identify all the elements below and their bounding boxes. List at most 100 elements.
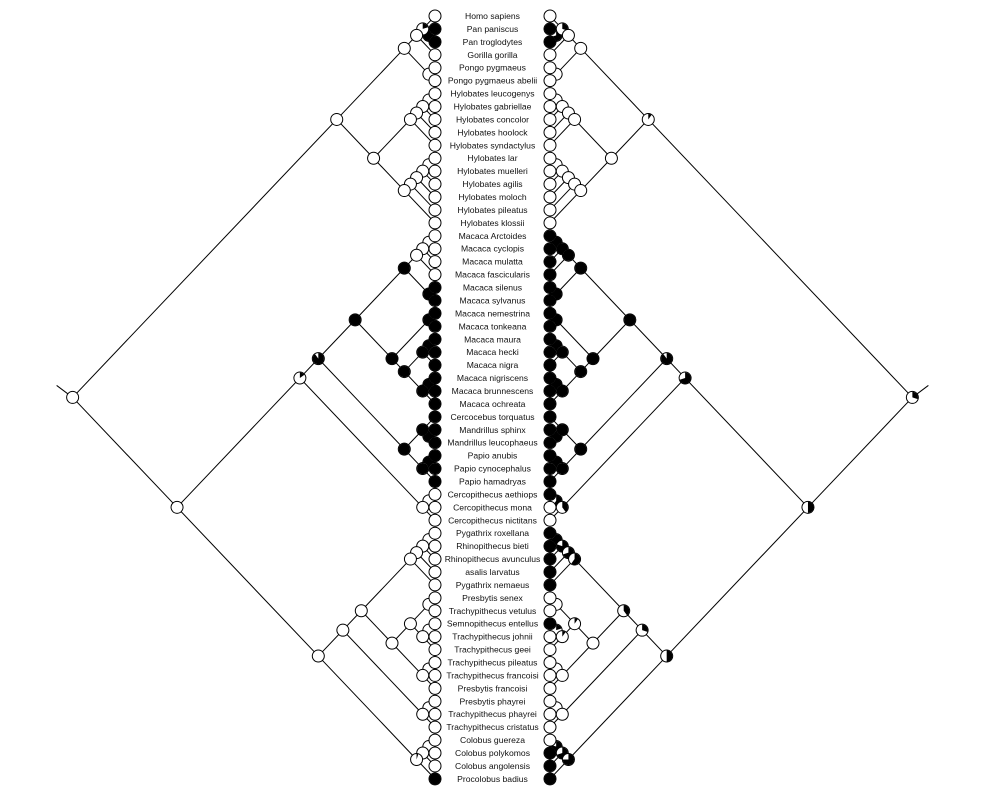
- left-tip-state: [428, 138, 442, 152]
- right-branch: [580, 267, 631, 321]
- right-tip-state: [543, 164, 557, 178]
- taxon-label: Hylobates gabriellae: [454, 102, 532, 112]
- left-tip-state: [428, 319, 442, 333]
- taxon-label: Macaca silenus: [463, 283, 522, 293]
- left-tip-state: [428, 74, 442, 88]
- left-ancestral-node: [385, 352, 399, 366]
- taxon-labels: Homo sapiens Pan paniscus Pan troglodytes G…: [445, 11, 541, 784]
- left-branch: [336, 47, 405, 120]
- right-ancestral-node: [678, 371, 692, 385]
- taxon-label: Hylobates leucogenys: [450, 89, 534, 99]
- left-tip-state: [428, 358, 442, 372]
- left-tree-branches: [56, 15, 436, 780]
- left-branch: [360, 558, 411, 612]
- right-tip-state: [543, 61, 557, 75]
- right-ancestral-node: [604, 151, 618, 165]
- right-branch: [561, 377, 686, 508]
- right-tip-state: [543, 720, 557, 734]
- right-branch: [684, 377, 809, 508]
- taxon-label: Cercocebus torquatus: [450, 412, 534, 422]
- right-ancestral-node: [617, 604, 631, 618]
- left-branch: [317, 655, 417, 760]
- taxon-label: Procolobus badius: [457, 774, 528, 784]
- taxon-label: Macaca nigra: [467, 360, 519, 370]
- left-branch: [342, 629, 424, 715]
- taxon-label: Colobus guereza: [460, 735, 525, 745]
- taxon-label: Pan troglodytes: [463, 37, 523, 47]
- right-tip-state: [543, 694, 557, 708]
- taxon-label: Cercopithecus nictitans: [448, 515, 537, 525]
- right-ancestral-node: [561, 28, 575, 42]
- right-ancestral-node: [623, 313, 637, 327]
- taxon-label: Pygathrix roxellana: [456, 528, 529, 538]
- right-tree-branches: [549, 15, 929, 780]
- right-tip-state: [543, 293, 557, 307]
- taxon-label: Colobus polykomos: [455, 748, 530, 758]
- left-branch: [391, 642, 424, 676]
- right-tip-state: [543, 474, 557, 488]
- right-ancestral-node: [574, 365, 588, 379]
- right-ancestral-node: [660, 352, 674, 366]
- taxon-label: Macaca hecki: [466, 347, 519, 357]
- right-branch: [647, 119, 913, 398]
- taxon-label: Gorilla gorilla: [467, 50, 517, 60]
- left-tip-state: [428, 281, 442, 295]
- left-tip-state: [428, 410, 442, 424]
- left-ancestral-node: [403, 617, 417, 631]
- right-tip-state: [543, 151, 557, 165]
- left-branch: [176, 377, 301, 508]
- left-tip-state: [428, 203, 442, 217]
- left-ancestral-node: [311, 352, 325, 366]
- right-tip-state: [543, 319, 557, 333]
- left-tip-state: [428, 61, 442, 75]
- right-tip-state: [543, 552, 557, 566]
- left-tip-state: [428, 500, 442, 514]
- right-tip-states: [543, 9, 557, 786]
- taxon-label: Hylobates moloch: [458, 192, 527, 202]
- right-ancestral-node: [574, 41, 588, 55]
- right-tip-state: [543, 74, 557, 88]
- right-ancestral-node: [555, 423, 569, 437]
- right-tip-state: [543, 656, 557, 669]
- taxon-label: Hylobates muelleri: [457, 166, 528, 176]
- taxon-label: Hylobates agilis: [462, 179, 522, 189]
- left-ancestral-node: [66, 390, 80, 404]
- right-tip-state: [543, 100, 557, 114]
- left-tip-state: [428, 462, 442, 476]
- right-tip-state: [543, 177, 557, 191]
- right-branch: [549, 190, 582, 224]
- taxon-label: Homo sapiens: [465, 11, 520, 21]
- right-ancestral-node: [555, 462, 569, 476]
- left-ancestral-node: [385, 636, 399, 650]
- left-tip-state: [428, 9, 442, 23]
- left-branch: [176, 506, 319, 657]
- right-tip-state: [543, 255, 557, 269]
- left-tip-state: [428, 526, 442, 540]
- taxon-label: Mandrillus sphinx: [459, 425, 526, 435]
- right-ancestral-node: [568, 617, 582, 631]
- left-branch: [72, 397, 178, 508]
- right-ancestral-node: [574, 442, 588, 456]
- taxon-label: Macaca brunnescens: [452, 386, 534, 396]
- taxon-label: Hylobates klossii: [461, 218, 525, 228]
- left-ancestral-node: [311, 649, 325, 663]
- right-ancestral-node: [801, 500, 815, 514]
- left-ancestral-node: [397, 261, 411, 275]
- left-tip-state: [428, 397, 442, 411]
- left-branch: [391, 319, 430, 359]
- right-tip-state: [543, 759, 557, 773]
- right-ancestral-node: [586, 636, 600, 650]
- right-tip-state: [543, 500, 557, 514]
- right-tip-state: [543, 242, 557, 256]
- left-tip-state: [428, 255, 442, 269]
- taxon-label: Presbytis phayrei: [460, 696, 526, 706]
- right-tip-state: [543, 604, 557, 618]
- right-tip-state: [543, 410, 557, 424]
- taxon-label: Pongo pygmaeus: [459, 63, 526, 73]
- taxon-label: Trachypithecus phayrei: [448, 709, 537, 719]
- left-branch: [373, 119, 411, 159]
- left-ancestral-node: [416, 668, 430, 682]
- taxon-label: Macaca ochreata: [460, 399, 526, 409]
- left-tip-state: [428, 293, 442, 307]
- taxon-label: Pan paniscus: [467, 24, 519, 34]
